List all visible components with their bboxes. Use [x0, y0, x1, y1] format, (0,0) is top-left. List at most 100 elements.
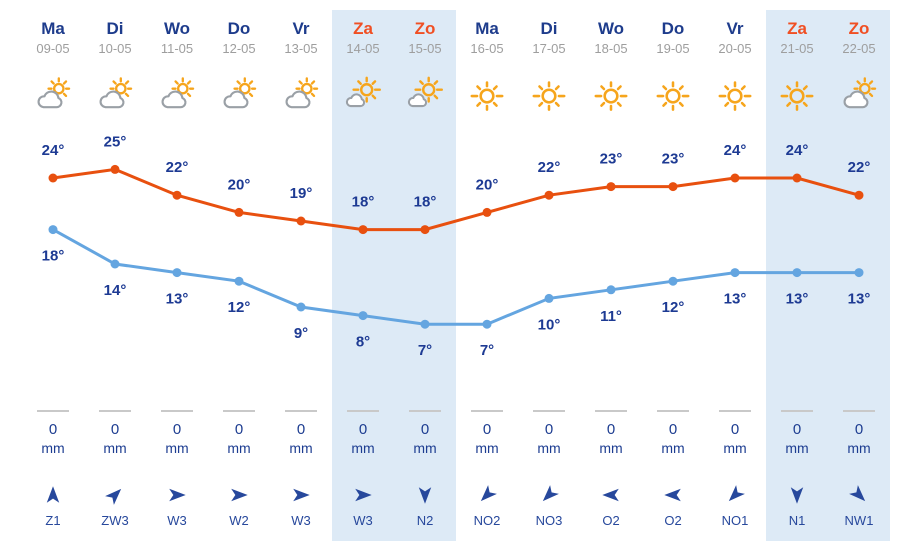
- wind-label: O2: [602, 513, 620, 528]
- day-name: Do: [661, 19, 685, 38]
- precipitation: 0 mm: [22, 410, 84, 458]
- wind: NO2: [456, 484, 518, 529]
- wind: NO1: [704, 484, 766, 529]
- wind-label: NO1: [721, 513, 749, 528]
- day-name: Di: [540, 19, 558, 38]
- precip-unit: mm: [413, 440, 437, 456]
- day-column[interactable]: Wo 11-05 0 mm W3: [146, 10, 208, 541]
- wind-direction-icon: [46, 486, 60, 503]
- day-name: Zo: [414, 19, 436, 38]
- precipitation: 0 mm: [828, 410, 890, 458]
- day-column[interactable]: Do 12-05 0 mm W2: [208, 10, 270, 541]
- precip-bar-baseline: [471, 410, 503, 412]
- day-column[interactable]: Za 14-05 0 mm W3: [332, 10, 394, 541]
- wind-label: ZW3: [101, 513, 129, 528]
- precip-amount: 0: [668, 421, 678, 438]
- wind: W3: [270, 484, 332, 529]
- day-date: 20-05: [718, 41, 752, 56]
- wind: N1: [766, 484, 828, 529]
- day-column[interactable]: Do 19-05 0 mm O2: [642, 10, 704, 541]
- precip-amount: 0: [296, 421, 306, 438]
- day-date: 22-05: [842, 41, 876, 56]
- precip-bar-baseline: [657, 410, 689, 412]
- precip-unit: mm: [103, 440, 127, 456]
- day-name: Zo: [848, 19, 870, 38]
- day-column[interactable]: Za 21-05 0 mm N1: [766, 10, 828, 541]
- precip-bar-baseline: [843, 410, 875, 412]
- precip-unit: mm: [847, 440, 871, 456]
- day-columns-row: Ma 09-05 0 mm Z1 Di 10-05 0 mm ZW3: [22, 10, 890, 541]
- precip-unit: mm: [165, 440, 189, 456]
- wind: Z1: [22, 484, 84, 529]
- precipitation: 0 mm: [580, 410, 642, 458]
- precipitation: 0 mm: [456, 410, 518, 458]
- day-column[interactable]: Vr 13-05 0 mm W3: [270, 10, 332, 541]
- weather-icon: [344, 76, 382, 114]
- day-date: 17-05: [532, 41, 566, 56]
- precip-amount: 0: [792, 421, 802, 438]
- weather-icon: [778, 76, 816, 114]
- precip-unit: mm: [723, 440, 747, 456]
- day-column[interactable]: Di 17-05 0 mm NO3: [518, 10, 580, 541]
- precipitation: 0 mm: [518, 410, 580, 458]
- precip-amount: 0: [854, 421, 864, 438]
- wind: NO3: [518, 484, 580, 529]
- wind-label: NO2: [473, 513, 501, 528]
- precip-bar-baseline: [781, 410, 813, 412]
- precip-bar-baseline: [347, 410, 379, 412]
- day-name: Di: [106, 19, 124, 38]
- weather-icon: [34, 76, 72, 114]
- weather-icon: [840, 76, 878, 114]
- precipitation: 0 mm: [208, 410, 270, 458]
- precip-bar-baseline: [161, 410, 193, 412]
- wind: N2: [394, 484, 456, 529]
- weather-icon: [220, 76, 258, 114]
- wind-label: W3: [353, 513, 373, 528]
- precip-amount: 0: [48, 421, 58, 438]
- day-column[interactable]: Ma 16-05 0 mm NO2: [456, 10, 518, 541]
- weather-icon: [468, 76, 506, 114]
- wind-direction-icon: [355, 488, 372, 502]
- day-date: 13-05: [284, 41, 318, 56]
- wind-direction-icon: [105, 488, 122, 505]
- weather-icon: [406, 76, 444, 114]
- day-name: Wo: [597, 19, 625, 38]
- wind: O2: [580, 484, 642, 529]
- day-column[interactable]: Ma 09-05 0 mm Z1: [22, 10, 84, 541]
- precip-amount: 0: [110, 421, 120, 438]
- day-name: Ma: [475, 19, 499, 38]
- wind-label: W3: [167, 513, 187, 528]
- day-date: 15-05: [408, 41, 442, 56]
- precip-bar-baseline: [223, 410, 255, 412]
- day-column[interactable]: Vr 20-05 0 mm NO1: [704, 10, 766, 541]
- day-column[interactable]: Wo 18-05 0 mm O2: [580, 10, 642, 541]
- precip-amount: 0: [730, 421, 740, 438]
- wind-direction-icon: [849, 485, 866, 502]
- wind-direction-icon: [602, 488, 619, 502]
- precip-unit: mm: [289, 440, 313, 456]
- day-column[interactable]: Zo 22-05 0 mm NW1: [828, 10, 890, 541]
- day-name: Do: [227, 19, 251, 38]
- weather-icon: [158, 76, 196, 114]
- precip-bar-baseline: [37, 410, 69, 412]
- wind: W3: [332, 484, 394, 529]
- precip-bar-baseline: [595, 410, 627, 412]
- day-date: 21-05: [780, 41, 814, 56]
- day-date: 10-05: [98, 41, 132, 56]
- wind-label: NW1: [844, 513, 874, 528]
- precip-amount: 0: [420, 421, 430, 438]
- wind-label: NO3: [535, 513, 563, 528]
- weather-icon: [282, 76, 320, 114]
- wind: NW1: [828, 484, 890, 529]
- precip-unit: mm: [351, 440, 375, 456]
- precip-bar-baseline: [409, 410, 441, 412]
- day-date: 16-05: [470, 41, 504, 56]
- wind-label: N1: [788, 513, 806, 528]
- day-name: Vr: [292, 19, 310, 38]
- precip-unit: mm: [599, 440, 623, 456]
- wind: W2: [208, 484, 270, 529]
- precipitation: 0 mm: [270, 410, 332, 458]
- day-column[interactable]: Zo 15-05 0 mm N2: [394, 10, 456, 541]
- day-column[interactable]: Di 10-05 0 mm ZW3: [84, 10, 146, 541]
